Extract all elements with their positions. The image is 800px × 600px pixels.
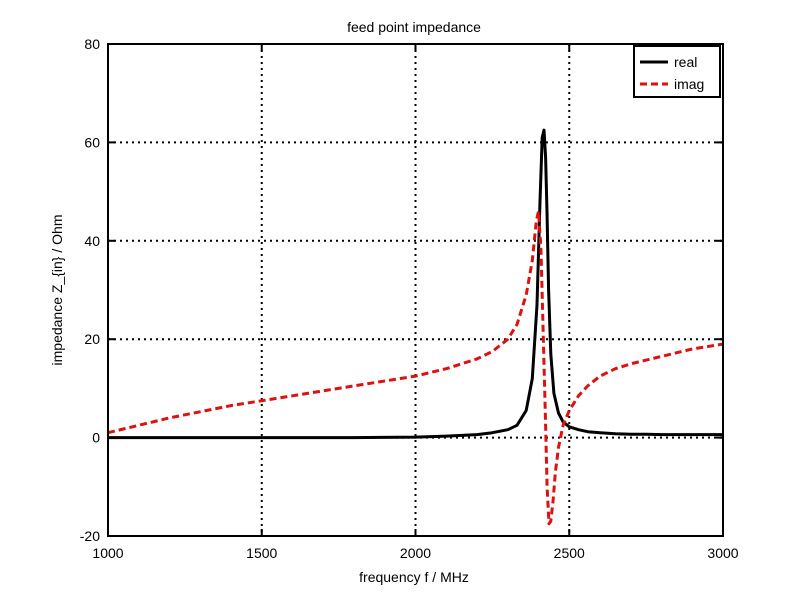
x-tick-label: 1500 (246, 545, 277, 561)
legend-label-imag: imag (674, 76, 704, 92)
series-line-imag (107, 209, 724, 526)
legend: real imag (633, 45, 721, 98)
y-tick-label: 80 (84, 36, 100, 52)
y-tick-label: 0 (92, 430, 100, 446)
x-tick-label: 2000 (400, 545, 431, 561)
chart-title: feed point impedance (347, 19, 481, 35)
y-tick-label: 20 (84, 331, 100, 347)
axis-ticks: 1000 1500 2000 2500 3000 -20 0 20 40 60 80 (80, 36, 739, 561)
x-axis-label: frequency f / MHz (359, 569, 469, 585)
y-tick-label: 60 (84, 134, 100, 150)
legend-label-real: real (674, 54, 697, 70)
series-lines (107, 128, 724, 526)
series-line-real (108, 128, 723, 440)
x-tick-label: 3000 (707, 545, 738, 561)
x-tick-label: 1000 (92, 545, 123, 561)
y-tick-label: -20 (80, 528, 100, 544)
legend-box (633, 45, 721, 98)
x-tick-label: 2500 (554, 545, 585, 561)
y-tick-label: 40 (84, 233, 100, 249)
y-axis-label: impedance Z_{in} / Ohm (49, 215, 65, 366)
